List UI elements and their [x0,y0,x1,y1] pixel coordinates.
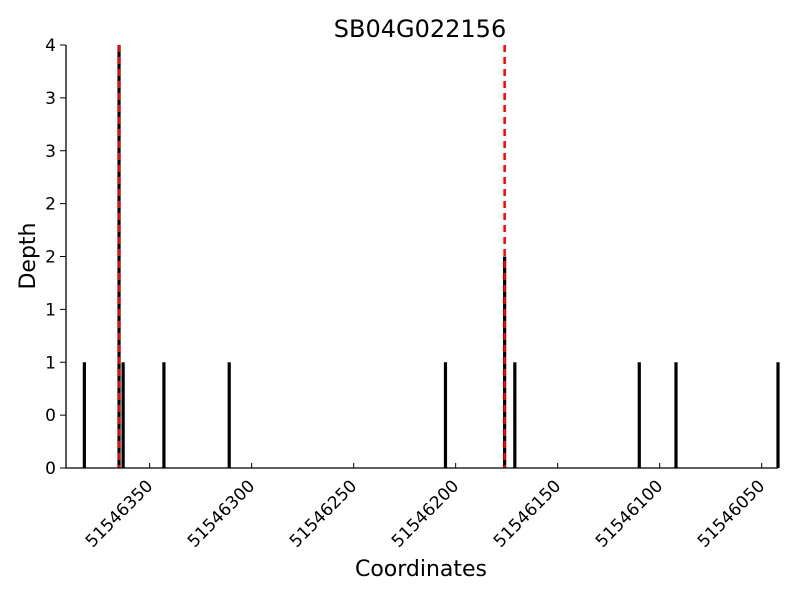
bar-2 [121,362,125,468]
chart-title: SB04G022156 [334,15,506,43]
x-tick-label-0: 51546350 [82,476,157,551]
axes [65,45,778,469]
bar-5 [443,362,448,468]
x-tick-label-1: 51546300 [184,476,259,551]
x-tick-label-6: 51546050 [694,476,769,551]
bar-4 [227,362,231,468]
y-tick-label-5: 2 [45,195,56,215]
x-tick-label-3: 51546200 [388,476,463,551]
bar-1 [117,45,121,468]
y-axis-title: Depth [16,222,41,289]
y-tick-label-7: 3 [45,89,56,109]
bars-layer [82,45,780,468]
x-tick-label-5: 51546100 [592,476,667,551]
bar-8 [637,362,641,468]
y-tick-label-4: 2 [45,248,56,268]
y-tick-label-3: 1 [45,300,56,320]
y-tick-label-2: 1 [45,353,56,373]
bar-10 [776,362,780,468]
bar-0 [82,362,86,468]
bar-7 [513,362,517,468]
y-tick-label-6: 3 [45,142,56,162]
y-tick-label-0: 0 [45,459,56,479]
x-axis-title: Coordinates [355,557,487,582]
markers-layer [117,45,506,468]
x-tick-label-2: 51546250 [286,476,361,551]
x-ticks: 51546350 51546300 51546250 51546200 51546150… [82,463,769,552]
bar-9 [674,362,678,468]
x-tick-label-4: 51546150 [490,476,565,551]
bar-3 [162,362,166,468]
y-tick-label-8: 4 [45,36,56,56]
y-tick-label-1: 0 [45,406,56,426]
y-ticks: 0 0 1 1 2 2 3 3 4 [45,36,66,479]
